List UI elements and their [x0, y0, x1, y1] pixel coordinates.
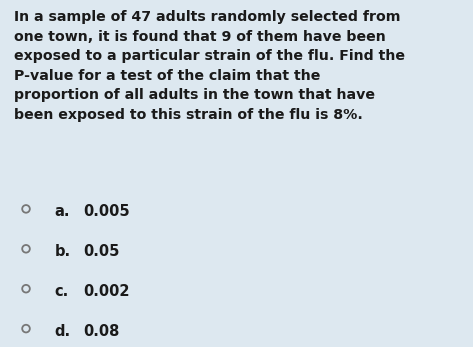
Text: 0.05: 0.05 — [83, 244, 119, 259]
Text: c.: c. — [54, 284, 69, 299]
Text: a.: a. — [54, 204, 70, 219]
Text: In a sample of 47 adults randomly selected from
one town, it is found that 9 of : In a sample of 47 adults randomly select… — [14, 10, 405, 122]
Text: 0.005: 0.005 — [83, 204, 130, 219]
Text: b.: b. — [54, 244, 70, 259]
Text: 0.002: 0.002 — [83, 284, 129, 299]
Text: 0.08: 0.08 — [83, 324, 119, 339]
Text: d.: d. — [54, 324, 70, 339]
